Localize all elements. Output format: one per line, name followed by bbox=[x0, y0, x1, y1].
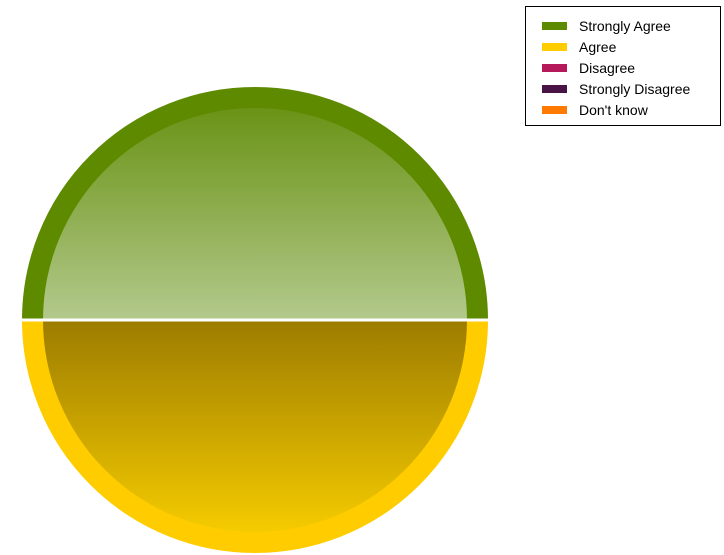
legend-label-agree: Agree bbox=[579, 38, 617, 55]
legend-item-agree: Agree bbox=[526, 36, 720, 57]
pie-slices bbox=[19, 85, 491, 555]
legend-swatch-dont-know bbox=[542, 105, 567, 114]
pie-slice-shade-agree bbox=[43, 320, 467, 532]
legend-swatch-strongly-disagree bbox=[542, 84, 567, 93]
legend-item-disagree: Disagree bbox=[526, 57, 720, 78]
legend-swatch-disagree bbox=[542, 63, 567, 72]
legend-label-strongly-agree: Strongly Agree bbox=[579, 17, 671, 34]
legend-item-strongly-disagree: Strongly Disagree bbox=[526, 78, 720, 99]
legend-label-dont-know: Don't know bbox=[579, 101, 648, 118]
pie-slice-shade-strongly-agree bbox=[43, 108, 467, 320]
legend-swatch-agree bbox=[542, 42, 567, 51]
legend-label-strongly-disagree: Strongly Disagree bbox=[579, 80, 691, 97]
legend-item-strongly-agree: Strongly Agree bbox=[526, 15, 720, 36]
chart-legend: Strongly Agree Agree Disagree Strongly D… bbox=[525, 6, 721, 126]
legend-swatch-strongly-agree bbox=[542, 21, 567, 30]
legend-label-disagree: Disagree bbox=[579, 59, 636, 76]
legend-item-dont-know: Don't know bbox=[526, 99, 720, 120]
